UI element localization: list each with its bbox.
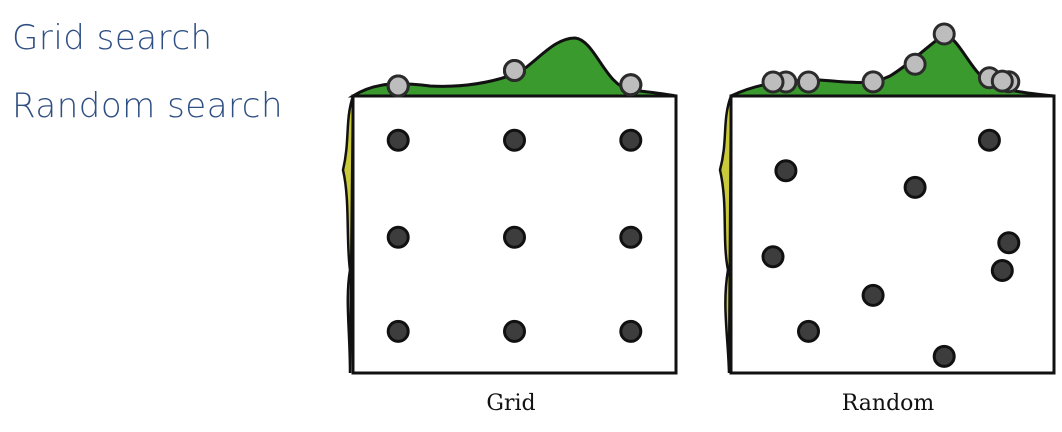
grid-projected-point <box>503 59 526 82</box>
random-points <box>761 128 1021 368</box>
grid-panel: Grid <box>341 36 678 416</box>
random-projected-point <box>797 70 820 94</box>
random-projected-point <box>903 52 927 76</box>
grid-sample-point <box>386 225 410 249</box>
random-sample-point <box>861 283 885 307</box>
grid-sample-point <box>386 319 410 343</box>
random-sample-point <box>990 259 1014 282</box>
random-sample-point <box>977 128 1001 152</box>
grid-sample-point <box>619 225 643 249</box>
random-projected-point <box>861 70 885 94</box>
grid-sample-point <box>503 319 526 343</box>
grid-caption: Grid <box>486 391 535 416</box>
random-search-heading: Random search <box>12 86 284 126</box>
grid-sample-point <box>619 128 643 152</box>
random-panel: Random <box>718 22 1056 416</box>
grid-unimportant-curve <box>341 95 355 374</box>
random-sample-point <box>761 245 785 269</box>
random-sample-point <box>997 231 1021 255</box>
random-projected-point <box>990 69 1014 93</box>
random-unimportant-curve <box>718 95 733 374</box>
grid-points <box>386 128 643 343</box>
random-projected-point <box>932 22 956 46</box>
random-caption: Random <box>842 391 935 416</box>
random-sample-point <box>932 344 956 368</box>
grid-projections <box>386 59 643 98</box>
grid-sample-point <box>619 319 643 343</box>
random-sample-point <box>903 175 927 199</box>
grid-sample-point <box>503 225 526 249</box>
grid-sample-point <box>503 128 526 152</box>
grid-projected-point <box>619 73 643 97</box>
random-sample-point <box>797 319 820 343</box>
random-projections <box>761 22 1021 94</box>
random-sample-point <box>774 159 798 183</box>
grid-projected-point <box>386 74 410 98</box>
grid-search-heading: Grid search <box>12 18 213 58</box>
random-projected-point <box>761 70 785 94</box>
grid-sample-point <box>386 128 410 152</box>
